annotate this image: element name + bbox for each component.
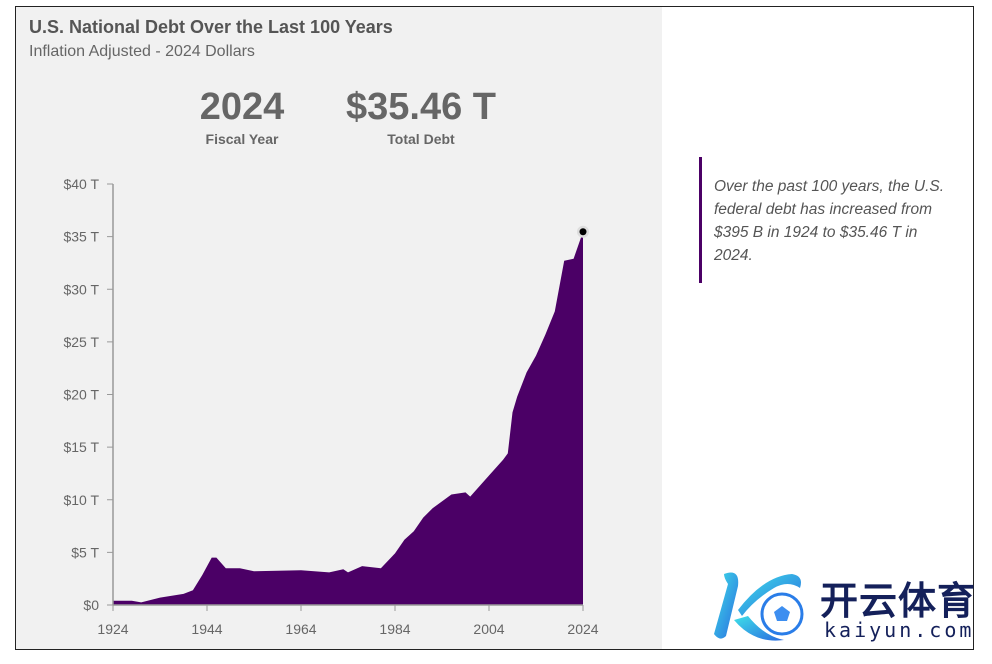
x-tick-label: 1944 (191, 621, 222, 637)
x-tick-label: 1964 (285, 621, 316, 637)
logo-text-cn: 开云体育 (820, 581, 977, 623)
x-tick-label: 2004 (473, 621, 504, 637)
stat-value: 2024 (199, 86, 285, 128)
stat-total-debt: $35.46 T Total Debt (336, 86, 506, 147)
summary-note: Over the past 100 years, the U.S. federa… (699, 157, 959, 283)
stat-value: $35.46 T (346, 86, 496, 128)
stat-label: Total Debt (387, 131, 455, 147)
y-tick-label: $20 T (63, 387, 99, 403)
stat-label: Fiscal Year (205, 131, 279, 147)
highlight-point (579, 228, 587, 236)
chart-title: U.S. National Debt Over the Last 100 Yea… (29, 17, 393, 37)
kaiyun-logo: 开云体育 kaiyun.com (704, 566, 984, 646)
x-tick-label: 2024 (567, 621, 598, 637)
logo-text-en: kaiyun.com (824, 618, 975, 642)
x-tick-label: 1924 (97, 621, 128, 637)
y-tick-label: $10 T (63, 492, 99, 508)
y-tick-label: $25 T (63, 334, 99, 350)
y-tick-label: $40 T (63, 176, 99, 192)
chart-subtitle: Inflation Adjusted - 2024 Dollars (29, 43, 255, 60)
y-tick-label: $35 T (63, 229, 99, 245)
stat-fiscal-year: 2024 Fiscal Year (190, 86, 294, 147)
y-tick-label: $0 (83, 597, 99, 613)
y-tick-label: $15 T (63, 439, 99, 455)
debt-area (113, 231, 583, 606)
x-tick-label: 1984 (379, 621, 410, 637)
y-tick-label: $5 T (71, 544, 99, 560)
debt-area-chart: $0 $5 T $10 T $15 T $20 T $25 T $30 T $35 T $40 … (63, 176, 598, 637)
y-tick-label: $30 T (63, 281, 99, 297)
logo-mark-icon (714, 572, 804, 641)
